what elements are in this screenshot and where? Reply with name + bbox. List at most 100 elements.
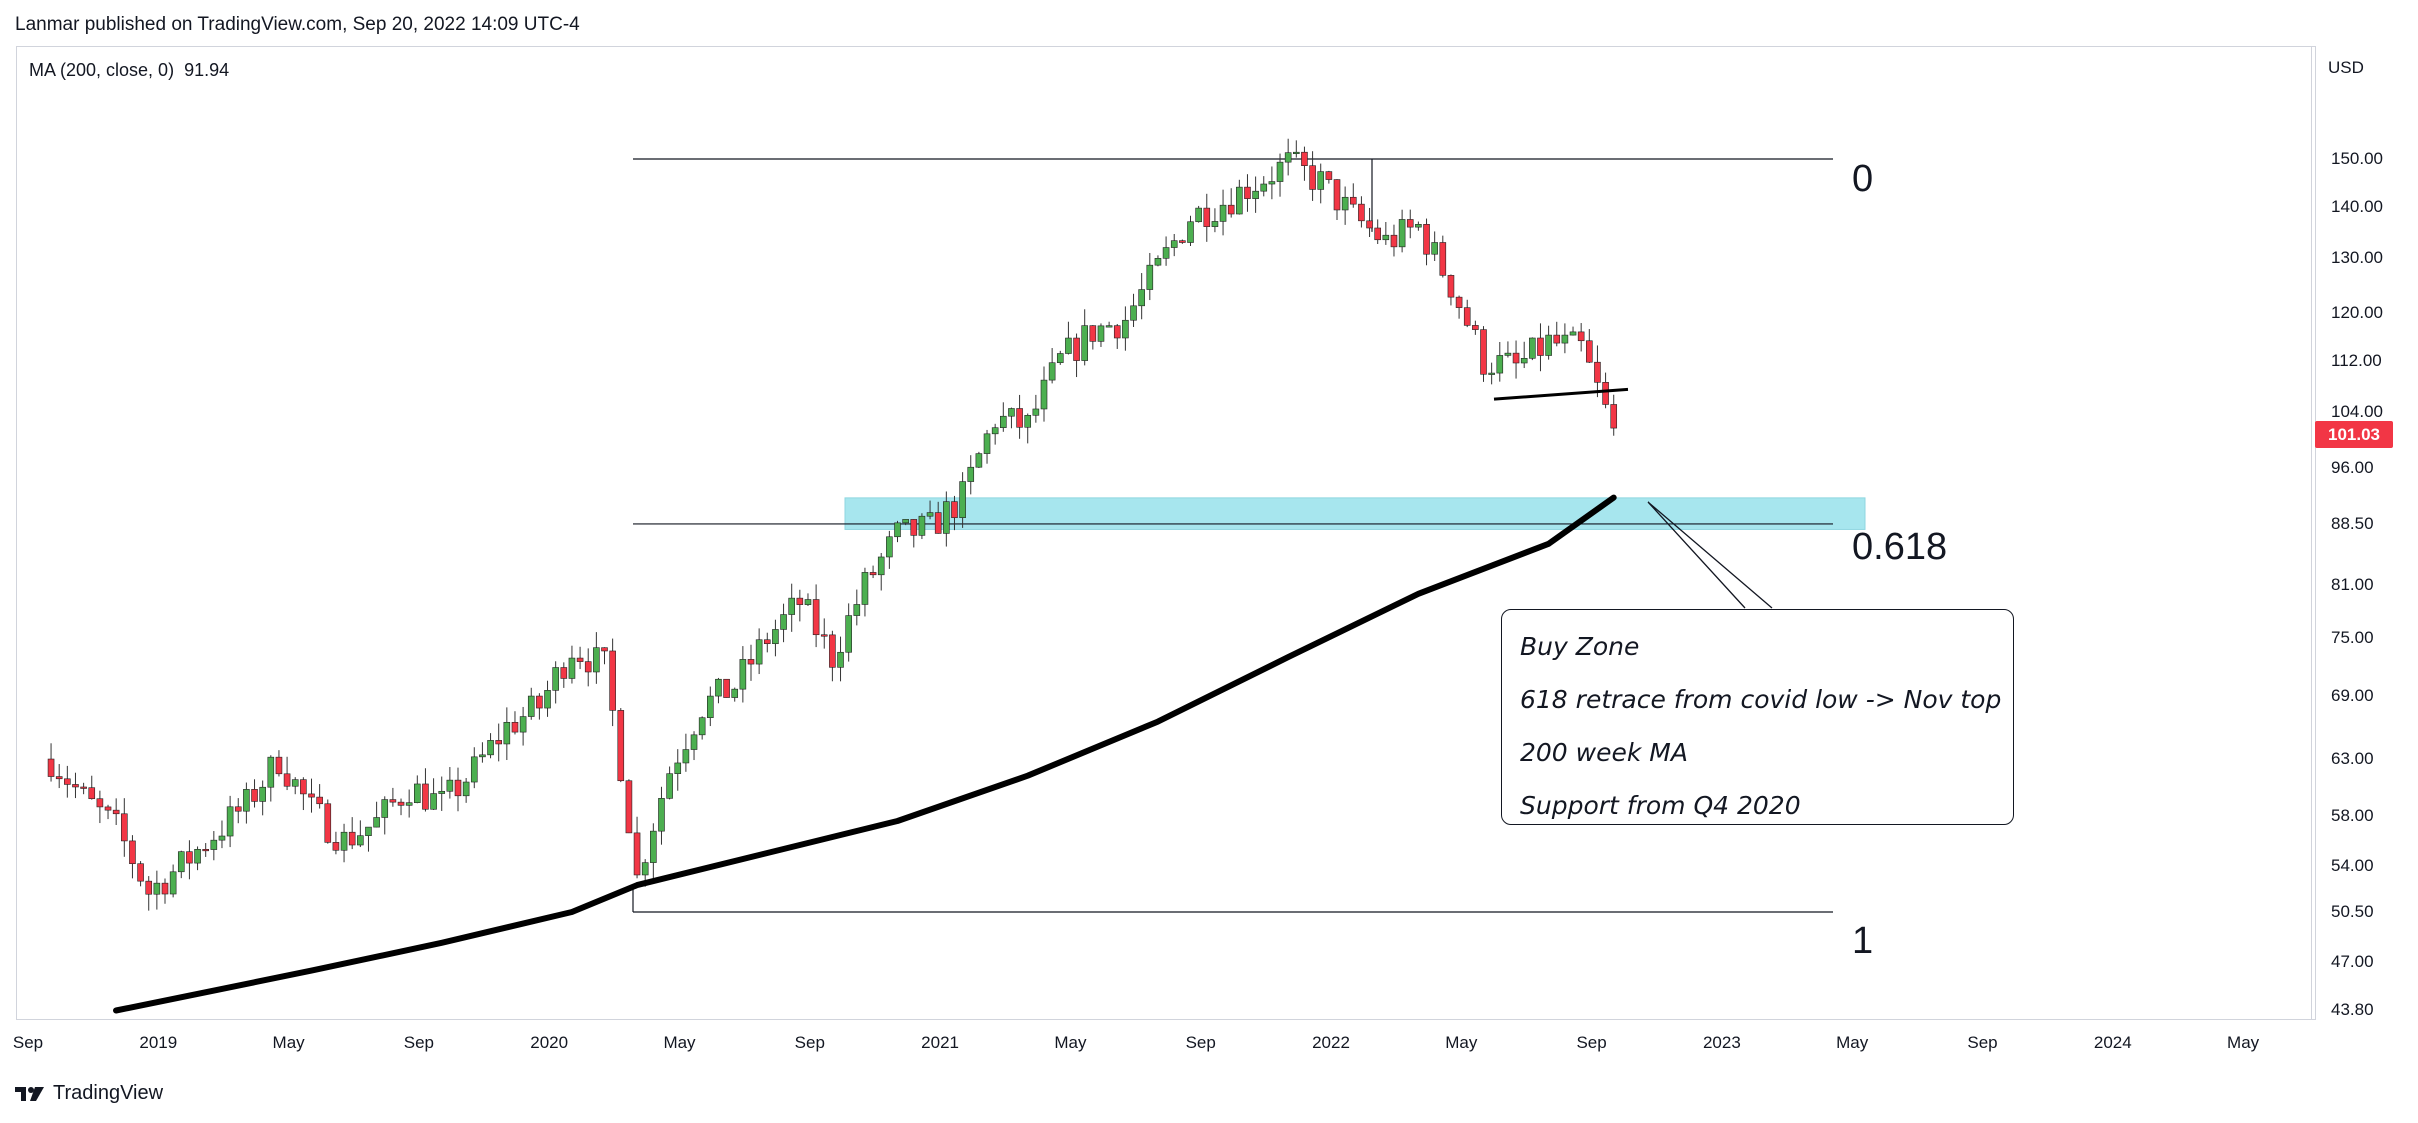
annotation-callout[interactable]: Buy Zone 618 retrace from covid low -> N… [1501,609,2014,825]
candle-down [145,880,153,895]
candle-down [112,809,120,815]
candle-down [283,773,291,787]
candle-down [275,756,283,775]
indicator-legend[interactable]: MA (200, close, 0) 91.94 [29,60,229,81]
candle-down [1463,307,1471,326]
candle-up [357,835,364,846]
candle-up [1000,415,1007,428]
candle-up [487,740,494,756]
candle-down [454,779,462,797]
candle-up [1252,190,1259,199]
candle-down [1423,224,1430,255]
candle-up [568,657,576,679]
candle-up [194,849,201,864]
y-tick-label: 130.00 [2331,247,2383,267]
candle-up [1520,358,1528,364]
candle-up [1097,325,1105,342]
candle-down [1325,171,1333,180]
ma-200-line [113,494,1617,1014]
x-tick-label: Sep [1576,1033,1607,1052]
candle-down [234,806,242,812]
candle-up [381,799,389,818]
candle-up [177,851,185,873]
candle-up [1211,221,1219,227]
candle-down [55,776,63,780]
candle-down [1333,179,1341,211]
candle-up [641,862,649,876]
callout-pointer [1647,501,1773,609]
candle-up [1187,221,1194,243]
candle-up [1561,334,1569,344]
candle-up [1048,362,1056,381]
candle-up [243,789,250,812]
candle-up [1138,289,1145,307]
candle-up [1024,414,1032,428]
footer-brand-label: TradingView [53,1082,164,1104]
candle-up [1008,408,1015,417]
candle-up [479,754,486,758]
candle-up [1065,337,1072,354]
candle-down [625,780,633,834]
x-tick-label: May [2227,1033,2260,1052]
candle-up [1032,408,1040,416]
candle-down [796,597,804,605]
candle-down [1577,331,1585,342]
candle-up [470,756,478,783]
candle-down [1179,240,1186,243]
candle-down [308,793,315,798]
candle-down [576,657,584,662]
candle-up [1569,331,1577,336]
candle-down [820,634,828,637]
candle-down [951,501,958,518]
candle-down [1244,186,1251,199]
candle-down [934,512,942,534]
candle-down [812,599,820,636]
candle-up [788,597,795,615]
candle-up [918,515,926,536]
candle-down [747,659,755,665]
candle-up [1284,152,1292,163]
candle-up [861,572,869,605]
candle-down [202,849,209,852]
candle-down [495,740,502,745]
y-tick-label: 104.00 [2331,402,2383,422]
x-tick-label: Sep [12,1033,44,1052]
y-tick-label: 69.00 [2331,686,2374,706]
candle-down [104,806,112,811]
candle-up [430,793,437,810]
candle-down [1594,361,1601,383]
candle-down [422,783,429,810]
candle-down [1309,165,1316,190]
y-tick-label: 88.50 [2331,513,2374,533]
candle-up [837,651,844,668]
candle-up [340,831,348,851]
y-tick-label: 140.00 [2331,196,2383,216]
y-tick-label: 81.00 [2331,575,2374,595]
tradingview-logo-icon [15,1086,44,1101]
y-tick-label: 120.00 [2331,303,2383,323]
candle-up [169,871,177,895]
candle-up [1317,171,1325,190]
candle-down [1512,352,1520,364]
candle-down [137,863,144,882]
y-tick-label: 54.00 [2331,855,2374,875]
candle-up [1170,240,1178,248]
candle-up [1488,372,1495,375]
candle-up [1146,264,1154,290]
candle-down [72,784,79,788]
candle-up [967,466,975,482]
candle-up [991,427,999,435]
candle-up [365,826,372,836]
candle-up [1040,379,1048,410]
candle-up [975,453,983,468]
candle-down [1073,337,1080,361]
y-tick-label: 75.00 [2331,628,2374,648]
candle-down [1553,334,1561,344]
footer-brand[interactable]: TradingView [15,1082,163,1105]
candle-down [96,798,104,808]
price-axis-divider [2311,46,2312,1020]
candle-down [1602,382,1609,405]
candle-down [511,721,519,733]
fib-label-0618: 0.618 [1852,526,1948,568]
